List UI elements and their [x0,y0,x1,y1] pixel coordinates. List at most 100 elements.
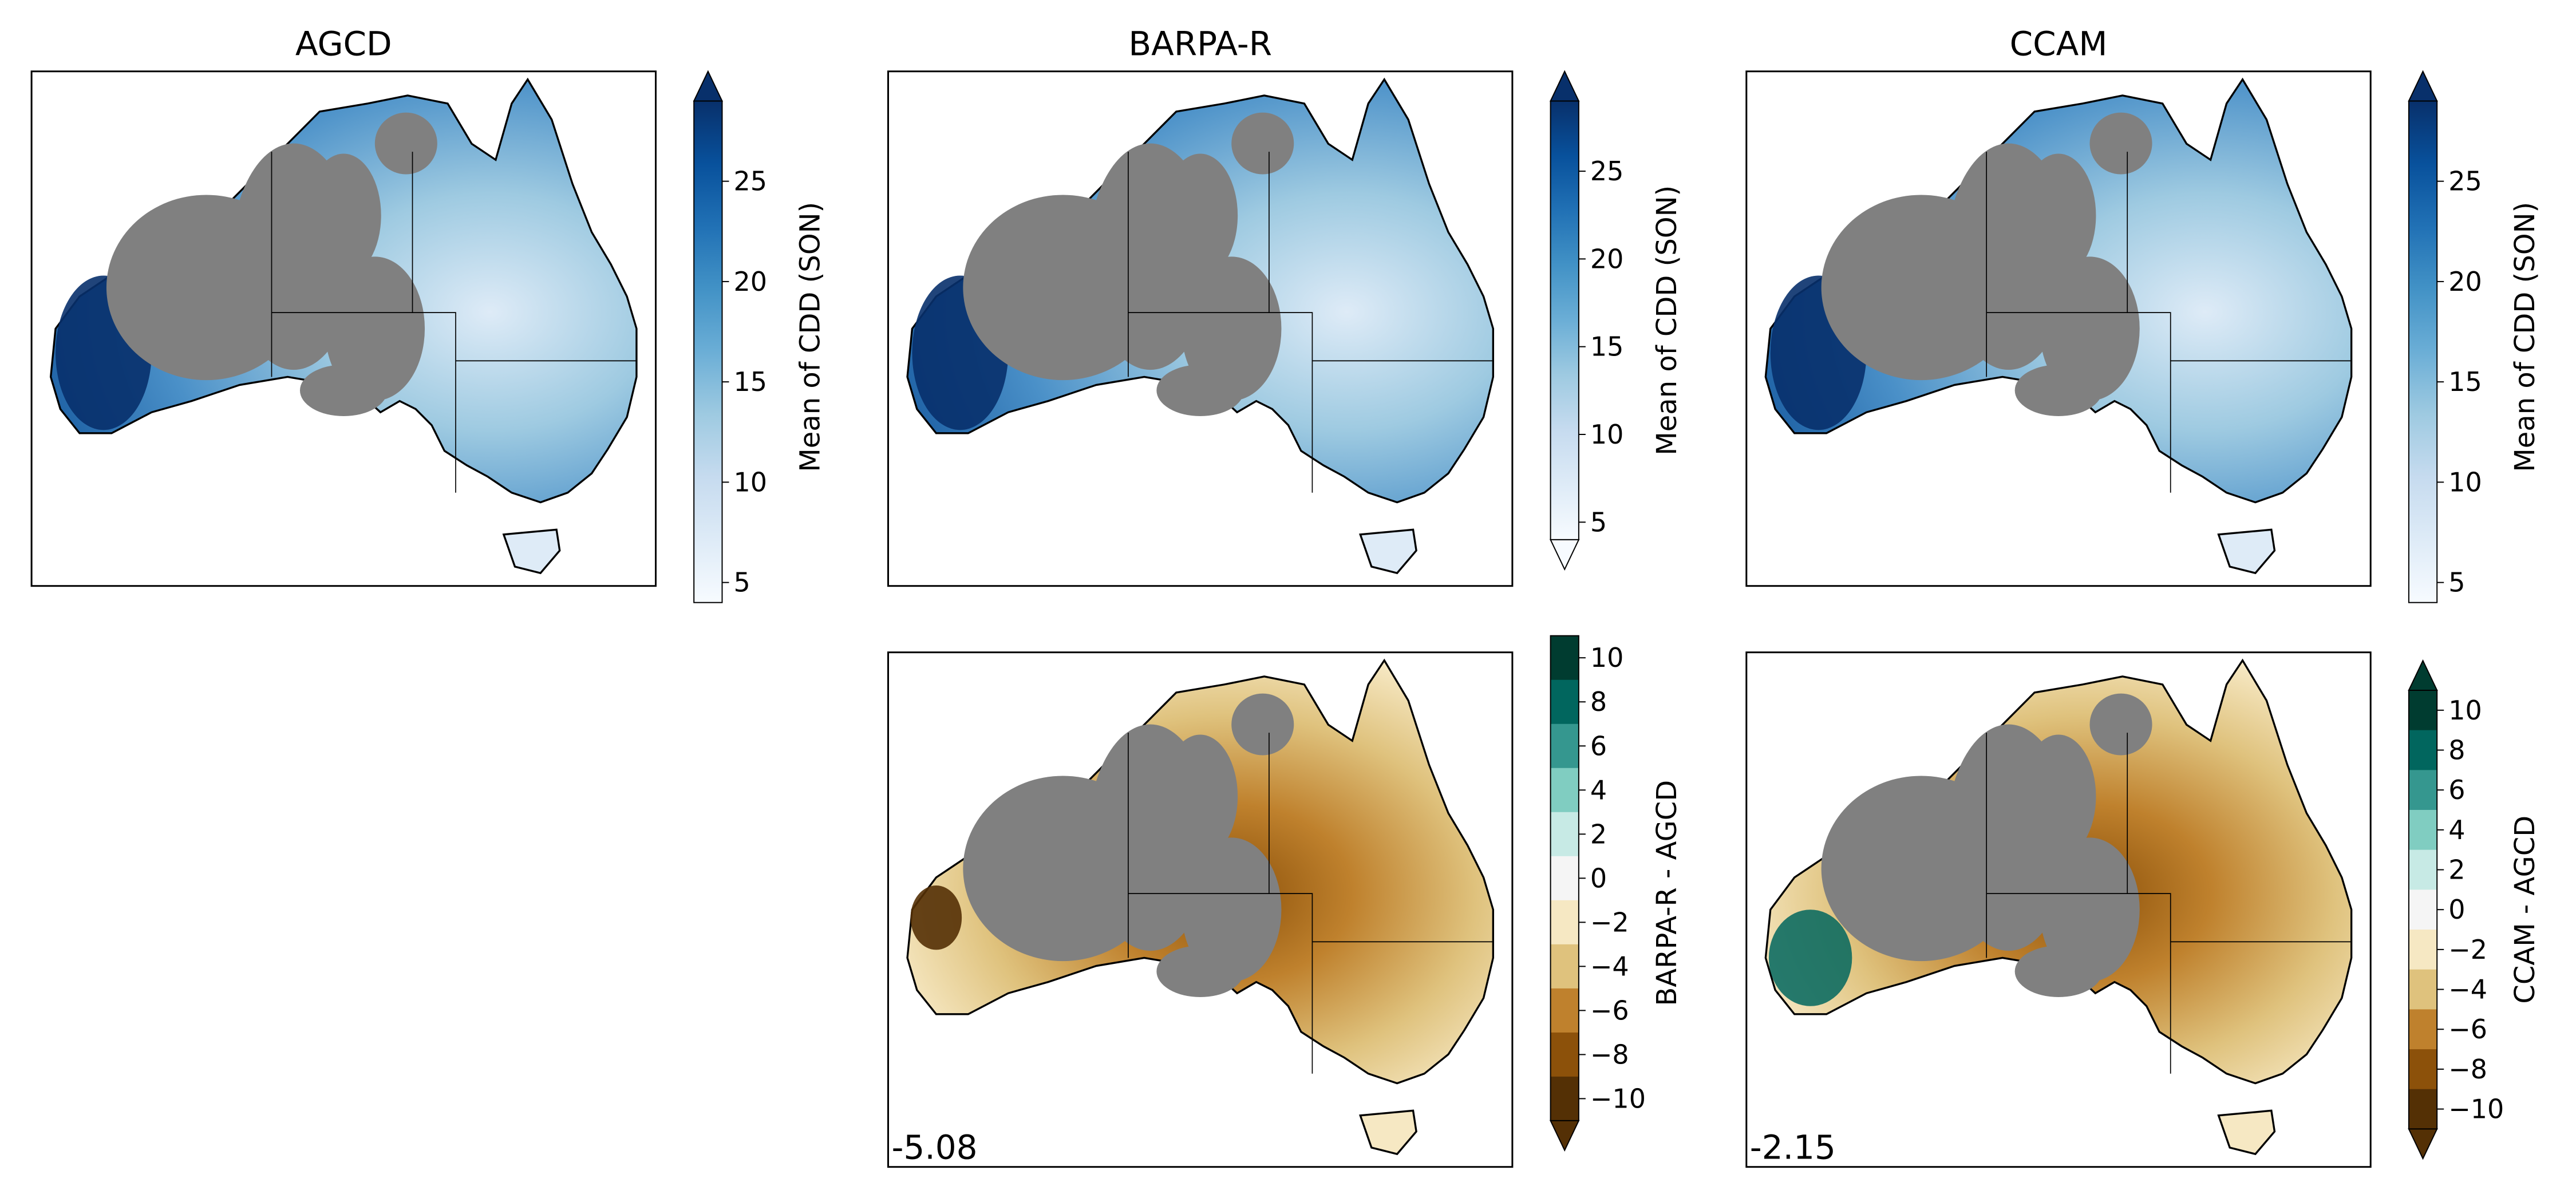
map [49,78,638,574]
colorbar-tick-label: 15 [2448,366,2482,397]
colorbar-label: BARPA-R - AGCD [1651,780,1683,1006]
missing-data [1163,153,1238,278]
colorbar-extend-max [2408,70,2438,102]
colorbar-label: Mean of CDD (SON) [1651,185,1683,456]
missing-data [1163,734,1238,859]
map-frame [887,651,1514,1168]
colorbar-tick-label: 6 [2448,774,2465,805]
map-frame [1745,651,2372,1168]
missing-data [1231,693,1294,756]
colorbar-level [1550,679,1579,725]
missing-data [306,153,381,278]
colorbar-body [1550,100,1579,540]
colorbar-level [2408,969,2437,1010]
missing-data [2089,112,2152,175]
colorbar-tick-label: 20 [734,266,768,297]
missing-data [1181,256,1282,401]
colorbar-level [1550,1032,1579,1077]
colorbar-level [2408,810,2437,851]
state-borders [1986,152,2352,493]
colorbar-tick-label: −4 [2448,974,2487,1005]
colorbar-tick-label: 2 [2448,855,2465,885]
colorbar-tick-label: 10 [1590,419,1624,450]
map [1764,659,2353,1155]
missing-data [374,112,437,175]
missing-data [2014,946,2103,998]
colorbar-extend-min [1550,1120,1580,1152]
tasmania-fill [1359,1109,1417,1155]
colorbar-level [2408,1089,2437,1129]
colorbar-extend-min [1550,539,1580,571]
colorbar-level [2408,770,2437,810]
colorbar-level [1550,635,1579,681]
colorbar-tick-label: 5 [734,567,750,598]
colorbar-tick-label: 0 [2448,894,2465,925]
colorbar: 10 8 6 4 2 0 −2 −4 −6 −8 −10 BARPA-R - AGCD [1550,635,1683,1152]
colorbar: 10 8 6 4 2 0 −2 −4 −6 −8 −10 CCAM - AGCD [2408,659,2541,1160]
colorbar-extend-max [2408,659,2438,691]
colorbar-tick-label: 20 [2448,266,2482,297]
missing-data [2040,837,2140,982]
missing-data [1181,837,1282,982]
panel-3: CCAM 5 10 15 20 25 Mean of CDD (SON) [1745,25,2541,603]
colorbar-level [2408,690,2437,731]
colorbar-tick-label: 20 [1590,243,1624,274]
colorbar-tick-label: 15 [1590,331,1624,362]
tasmania-fill [503,528,561,574]
colorbar-tick-label: 8 [1590,686,1607,717]
colorbar-tick-label: 10 [734,466,768,497]
missing-data [2014,365,2103,417]
map-frame [1745,70,2372,587]
map [906,659,1495,1155]
colorbar-tick-label: −2 [1590,907,1629,938]
colorbar-tick-label: 5 [2448,567,2465,598]
colorbar-level [2408,1049,2437,1090]
state-borders [1986,733,2352,1074]
colorbar-tick-label: −6 [1590,995,1629,1026]
colorbar-tick-label: −4 [1590,951,1629,982]
colorbar-label: Mean of CDD (SON) [2509,202,2541,472]
colorbar-level [1550,723,1579,769]
state-borders [271,152,637,493]
colorbar-tick-label: 25 [734,166,768,197]
colorbar-tick-label: 10 [2448,695,2482,726]
panel-title: BARPA-R [1128,25,1272,64]
tasmania-fill [2217,1109,2276,1155]
colorbar-level [2408,730,2437,770]
area-mean-annotation: -5.08 [892,1128,978,1167]
colorbar-extend-max [693,70,724,102]
colorbar-tick-label: −8 [2448,1054,2487,1085]
colorbar-level [2408,849,2437,890]
missing-data [2021,153,2096,278]
map [1764,78,2353,574]
colorbar-extend-max [1550,70,1580,102]
colorbar-level [1550,812,1579,857]
colorbar-tick-label: −10 [1590,1083,1646,1114]
colorbar-level [1550,768,1579,813]
state-borders [1128,152,1494,493]
map-frame [887,70,1514,587]
colorbar-label: CCAM - AGCD [2509,816,2541,1004]
colorbar-level [1550,944,1579,989]
colorbar-level [2408,889,2437,930]
colorbar-level [1550,1076,1579,1121]
missing-data [1156,946,1244,998]
panel-title: CCAM [2010,25,2108,64]
colorbar-tick-label: 15 [734,366,768,397]
missing-data [2021,734,2096,859]
colorbar-body [2408,100,2438,603]
colorbar-level [1550,856,1579,901]
colorbar-tick-label: 4 [1590,774,1607,805]
state-borders [1128,733,1494,1074]
colorbar-level [2408,930,2437,970]
colorbar-tick-label: −10 [2448,1094,2504,1125]
panel-2: BARPA-R 5 10 15 20 25 Mean of CDD (SON) [887,25,1683,587]
map [906,78,1495,574]
colorbar-tick-label: −6 [2448,1014,2487,1045]
panel-1: AGCD 5 10 15 20 25 Mean of CDD (SON) [30,25,827,603]
panel-4: -5.08 10 8 6 4 2 0 −2 −4 −6 −8 −10 BARPA-R - AGCD [887,635,1683,1168]
missing-data [299,365,388,417]
tasmania-fill [2217,528,2276,574]
panel-5: -2.15 10 8 6 4 2 0 −2 −4 −6 −8 −10 CCAM - AGCD [1745,651,2541,1168]
